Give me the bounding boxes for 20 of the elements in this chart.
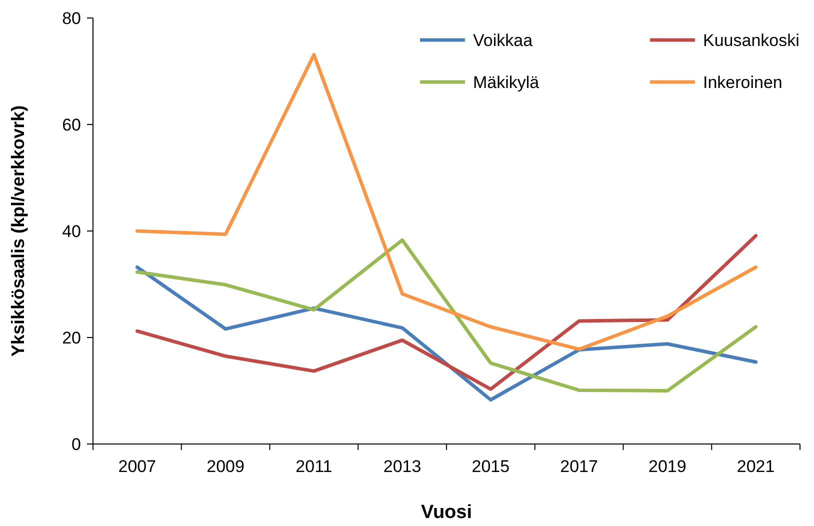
line-series bbox=[135, 265, 758, 402]
y-axis-title: Yksikkösaalis (kpl/verkkovrk) bbox=[8, 105, 28, 357]
legend-label: Voikkaa bbox=[473, 30, 534, 50]
legend-label: Mäkikylä bbox=[473, 72, 540, 92]
y-tick-label: 20 bbox=[62, 328, 81, 348]
legend-label: Inkeroinen bbox=[703, 72, 782, 92]
x-tick-label: 2013 bbox=[383, 457, 422, 476]
y-tick-label: 60 bbox=[62, 115, 81, 134]
x-tick-label: 2021 bbox=[736, 457, 775, 476]
y-tick-label: 0 bbox=[72, 434, 81, 454]
x-tick-label: 2015 bbox=[472, 457, 510, 476]
x-tick-label: 2011 bbox=[296, 457, 332, 476]
x-tick-label: 2017 bbox=[560, 457, 598, 476]
x-tick-label: 2019 bbox=[648, 457, 686, 476]
x-tick-label: 2007 bbox=[118, 457, 156, 476]
x-axis-title: Vuosi bbox=[420, 502, 472, 523]
y-tick-label: 40 bbox=[62, 222, 81, 241]
x-tick-label: 2009 bbox=[206, 457, 244, 476]
y-tick-label: 80 bbox=[62, 8, 81, 28]
legend-label: Kuusankoski bbox=[703, 30, 800, 50]
